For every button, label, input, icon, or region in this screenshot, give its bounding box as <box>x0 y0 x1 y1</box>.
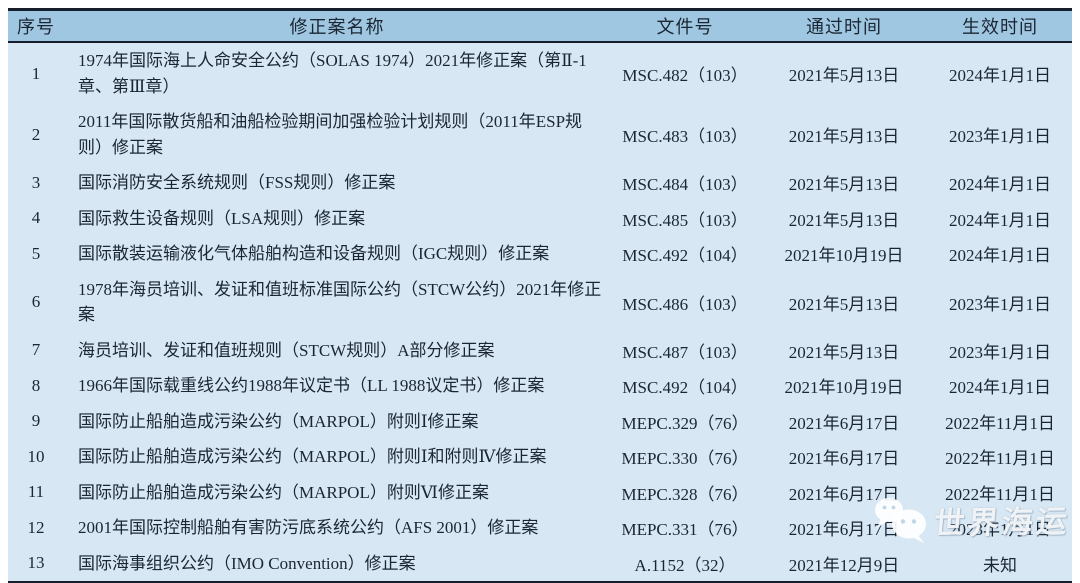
cell-adoption-date: 2021年5月13日 <box>788 294 900 314</box>
cell-serial-number: 10 <box>27 446 45 466</box>
cell-adoption-date: 2021年10月19日 <box>784 246 904 266</box>
cell-effective-date: 2022年11月1日 <box>945 484 1055 504</box>
table-row: 5 国际散装运输液化气体船舶构造和设备规则（IGC规则）修正案 MSC.492（… <box>8 236 1072 272</box>
cell-amendment-name: 1978年海员培训、发证和值班标准国际公约（STCW公约）2021年修正案 <box>78 279 602 325</box>
cell-serial-number: 13 <box>27 553 45 573</box>
cell-serial-number: 7 <box>31 340 41 360</box>
table-row: 8 1966年国际载重线公约1988年议定书（LL 1988议定书）修正案 MS… <box>8 368 1072 404</box>
table-row: 4 国际救生设备规则（LSA规则）修正案 MSC.485（103） 2021年5… <box>8 201 1072 237</box>
cell-adoption-date: 2021年5月13日 <box>788 66 900 85</box>
cell-effective-date: 2022年11月1日 <box>945 413 1055 433</box>
cell-amendment-name: 1966年国际载重线公约1988年议定书（LL 1988议定书）修正案 <box>78 376 545 395</box>
cell-document-number: MSC.482（103） <box>622 66 748 85</box>
cell-serial-number: 3 <box>31 172 41 192</box>
cell-document-number: MEPC.331（76） <box>621 520 749 540</box>
header-cell-adoption-date: 通过时间 <box>806 17 882 37</box>
cell-serial-number: 12 <box>27 517 45 537</box>
cell-effective-date: 2024年1月1日 <box>949 66 1051 85</box>
cell-document-number: MSC.486（103） <box>622 294 748 314</box>
header-cell-amendment-name: 修正案名称 <box>289 17 385 37</box>
cell-serial-number: 6 <box>31 292 41 311</box>
cell-amendment-name: 国际海事组织公约（IMO Convention）修正案 <box>78 553 416 573</box>
cell-effective-date: 2024年1月1日 <box>949 378 1051 398</box>
table-row: 1 1974年国际海上人命安全公约（SOLAS 1974）2021年修正案（第Ⅱ… <box>8 43 1072 104</box>
table-header: 序号 修正案名称 文件号 通过时间 生效时间 <box>8 11 1072 43</box>
cell-effective-date: 2023年1月1日 <box>949 342 1051 362</box>
table-row: 13 国际海事组织公约（IMO Convention）修正案 A.1152（32… <box>8 546 1072 582</box>
cell-document-number: MSC.485（103） <box>622 210 748 230</box>
cell-effective-date: 2024年1月1日 <box>949 210 1051 230</box>
cell-serial-number: 9 <box>31 411 41 431</box>
cell-adoption-date: 2021年6月17日 <box>788 484 900 504</box>
cell-document-number: MEPC.328（76） <box>621 484 749 504</box>
cell-amendment-name: 1974年国际海上人命安全公约（SOLAS 1974）2021年修正案（第Ⅱ-1… <box>78 51 587 96</box>
header-cell-serial-number: 序号 <box>17 17 55 37</box>
cell-effective-date: 2023年1月1日 <box>949 127 1051 146</box>
cell-amendment-name: 国际防止船舶造成污染公约（MARPOL）附则Ⅰ修正案 <box>78 411 479 431</box>
cell-effective-date: 2024年1月1日 <box>949 246 1051 266</box>
cell-document-number: MSC.492（104） <box>622 246 748 266</box>
cell-document-number: MSC.487（103） <box>622 342 748 362</box>
cell-amendment-name: 国际防止船舶造成污染公约（MARPOL）附则Ⅵ修正案 <box>78 482 489 502</box>
cell-adoption-date: 2021年6月17日 <box>788 413 900 433</box>
cell-effective-date: 2023年1月1日 <box>949 294 1051 314</box>
cell-serial-number: 2 <box>31 124 41 144</box>
cell-effective-date: 2023年1月1日 <box>949 520 1051 540</box>
cell-document-number: MEPC.329（76） <box>621 413 749 433</box>
cell-serial-number: 1 <box>31 63 41 83</box>
cell-effective-date: 2024年1月1日 <box>949 175 1051 195</box>
cell-serial-number: 4 <box>31 208 41 228</box>
table-body: 1 1974年国际海上人命安全公约（SOLAS 1974）2021年修正案（第Ⅱ… <box>8 43 1072 581</box>
cell-amendment-name: 海员培训、发证和值班规则（STCW规则）A部分修正案 <box>78 340 495 360</box>
cell-amendment-name: 2011年国际散货船和油船检验期间加强检验计划规则（2011年ESP规则）修正案 <box>78 112 583 157</box>
cell-amendment-name: 2001年国际控制船舶有害防污底系统公约（AFS 2001）修正案 <box>78 518 539 537</box>
header-cell-effective-date: 生效时间 <box>962 17 1038 37</box>
cell-effective-date: 2022年11月1日 <box>945 449 1055 469</box>
cell-adoption-date: 2021年12月9日 <box>788 555 900 575</box>
table-row: 7 海员培训、发证和值班规则（STCW规则）A部分修正案 MSC.487（103… <box>8 333 1072 369</box>
table-row: 10 国际防止船舶造成污染公约（MARPOL）附则Ⅰ和附则Ⅳ修正案 MEPC.3… <box>8 439 1072 475</box>
cell-serial-number: 11 <box>27 482 45 502</box>
table-row: 6 1978年海员培训、发证和值班标准国际公约（STCW公约）2021年修正案 … <box>8 272 1072 333</box>
cell-adoption-date: 2021年5月13日 <box>788 175 900 195</box>
cell-document-number: MSC.492（104） <box>622 378 748 398</box>
cell-amendment-name: 国际防止船舶造成污染公约（MARPOL）附则Ⅰ和附则Ⅳ修正案 <box>78 447 547 466</box>
cell-adoption-date: 2021年5月13日 <box>788 127 900 146</box>
cell-serial-number: 8 <box>31 375 41 395</box>
table-row: 3 国际消防安全系统规则（FSS规则）修正案 MSC.484（103） 2021… <box>8 165 1072 201</box>
cell-document-number: MSC.484（103） <box>622 175 748 195</box>
cell-adoption-date: 2021年5月13日 <box>788 210 900 230</box>
header-cell-document-number: 文件号 <box>656 17 714 37</box>
table-row: 2 2011年国际散货船和油船检验期间加强检验计划规则（2011年ESP规则）修… <box>8 104 1072 165</box>
cell-adoption-date: 2021年6月17日 <box>788 449 900 469</box>
cell-effective-date: 未知 <box>983 555 1017 575</box>
cell-amendment-name: 国际散装运输液化气体船舶构造和设备规则（IGC规则）修正案 <box>78 244 550 263</box>
cell-serial-number: 5 <box>31 243 41 263</box>
cell-adoption-date: 2021年6月17日 <box>788 520 900 540</box>
cell-document-number: A.1152（32） <box>634 555 736 575</box>
amendments-table: 序号 修正案名称 文件号 通过时间 生效时间 1 1974年国际海上人命安全公约… <box>8 8 1072 583</box>
cell-document-number: MSC.483（103） <box>622 127 748 146</box>
cell-document-number: MEPC.330（76） <box>621 449 749 469</box>
cell-adoption-date: 2021年10月19日 <box>784 378 904 398</box>
table-row: 12 2001年国际控制船舶有害防污底系统公约（AFS 2001）修正案 MEP… <box>8 510 1072 546</box>
table-row: 9 国际防止船舶造成污染公约（MARPOL）附则Ⅰ修正案 MEPC.329（76… <box>8 404 1072 440</box>
cell-adoption-date: 2021年5月13日 <box>788 342 900 362</box>
table-row: 11 国际防止船舶造成污染公约（MARPOL）附则Ⅵ修正案 MEPC.328（7… <box>8 475 1072 511</box>
cell-amendment-name: 国际消防安全系统规则（FSS规则）修正案 <box>78 173 396 192</box>
cell-amendment-name: 国际救生设备规则（LSA规则）修正案 <box>78 208 366 228</box>
